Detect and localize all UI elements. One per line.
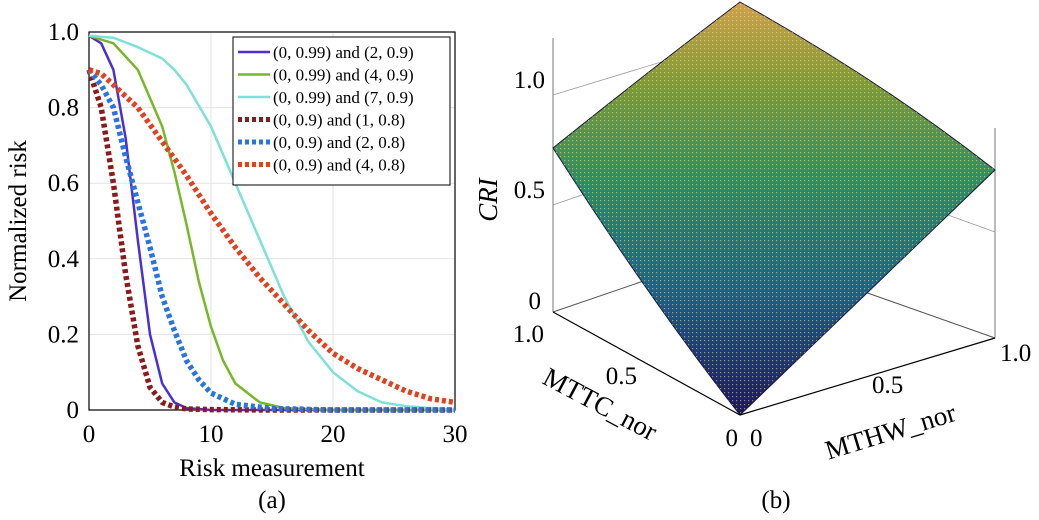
x-tick-labels: 0 10 20 30 — [83, 421, 468, 448]
legend: (0, 0.99) and (2, 0.9) (0, 0.99) and (4, … — [232, 36, 451, 186]
series-line — [88, 34, 456, 412]
legend-entry: (0, 0.9) and (1, 0.8) — [273, 111, 405, 130]
y-tick-label: 0 — [67, 397, 80, 424]
z-axis-label: CRI — [473, 176, 503, 222]
mttc-axis-label: MTTC_nor — [538, 362, 662, 447]
mttc-axis — [552, 311, 741, 416]
x-axis-label: Risk measurement — [179, 455, 364, 482]
panel-b-label: (b) — [761, 487, 790, 514]
y-tick-label: 0.4 — [48, 246, 80, 273]
x-tick-label: 30 — [443, 421, 468, 448]
x-tick-label: 0 — [83, 421, 96, 448]
surface-mesh — [553, 2, 995, 415]
mthw-tick-label: 0 — [750, 425, 763, 452]
mthw-axis-label: MTHW_nor — [821, 397, 959, 465]
series-line — [86, 68, 455, 413]
mthw-tick-label: 1.0 — [1000, 340, 1031, 367]
x-tick-label: 20 — [321, 421, 346, 448]
mthw-axis — [739, 337, 996, 416]
y-tick-label: 1.0 — [48, 19, 79, 46]
surface-chart-panel: 0 0.5 1.0 CRI 1.0 0.5 0 MTTC_nor 0 0.5 1… — [473, 1, 1031, 514]
mttc-tick-label: 0.5 — [606, 363, 637, 390]
mttc-tick-label: 1.0 — [513, 321, 544, 348]
series-line — [88, 67, 456, 406]
y-axis-label: Normalized risk — [5, 140, 32, 302]
legend-entry: (0, 0.9) and (4, 0.8) — [273, 156, 405, 175]
panel-a-label: (a) — [258, 487, 286, 514]
z-tick-label: 0.5 — [514, 177, 545, 204]
z-tick-label: 0 — [529, 288, 542, 315]
legend-entry: (0, 0.99) and (2, 0.9) — [273, 43, 414, 62]
legend-entry: (0, 0.99) and (7, 0.9) — [273, 88, 414, 107]
legend-entry: (0, 0.99) and (4, 0.9) — [273, 66, 414, 85]
legend-box — [232, 36, 451, 186]
y-tick-labels: 0 0.2 0.4 0.6 0.8 1.0 — [48, 19, 80, 424]
y-tick-label: 0.8 — [48, 95, 79, 122]
legend-entry: (0, 0.9) and (2, 0.8) — [273, 133, 405, 152]
mttc-tick-label: 0 — [726, 425, 739, 452]
z-tick-label: 1.0 — [514, 67, 545, 94]
y-tick-label: 0.6 — [48, 170, 79, 197]
series-line — [86, 68, 455, 413]
x-tick-label: 10 — [199, 421, 224, 448]
mthw-tick-label: 0.5 — [872, 372, 903, 399]
series-layer — [86, 34, 456, 413]
y-tick-label: 0.2 — [48, 321, 79, 348]
line-chart-panel: 0 0.2 0.4 0.6 0.8 1.0 0 10 20 30 Risk measuremen… — [5, 19, 468, 514]
